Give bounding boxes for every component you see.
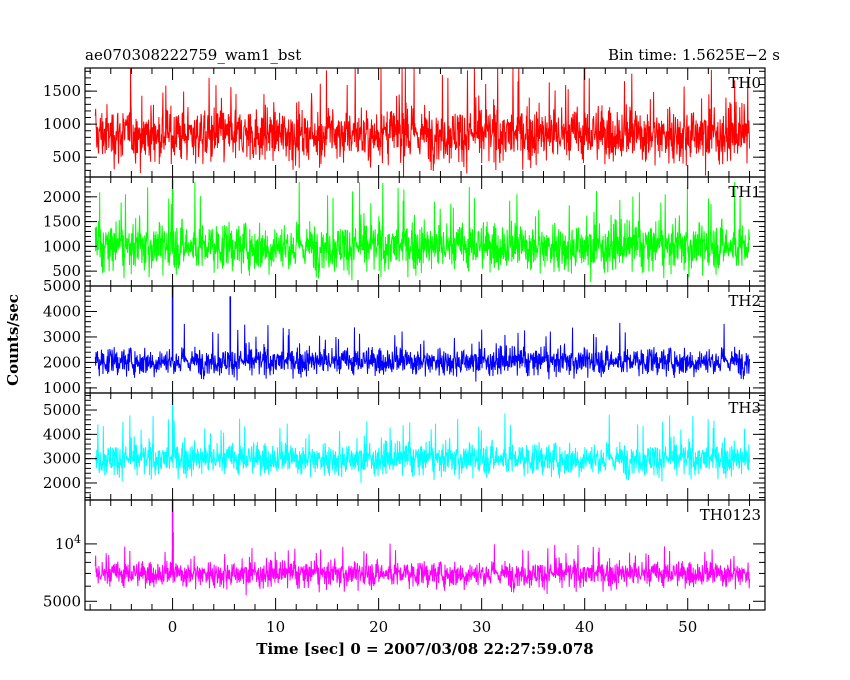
panel-frame [84,285,766,394]
panel-th0: 500 1000 1500 TH0 [43,67,766,178]
y-tick-label: 2000 [43,474,81,492]
y-tick-exponent: 4 [74,532,81,545]
y-tick-label: 4000 [43,425,81,443]
panel-label-th1: TH1 [728,183,761,201]
series-line-th3 [94,413,751,483]
series-line-th1 [94,181,751,283]
y-axis-label: Counts/sec [4,294,22,386]
y-tick-label: 3000 [43,328,81,346]
panel-label-th2: TH2 [728,292,761,310]
series-line-th0123 [94,543,751,596]
series-line-th2 [94,322,751,382]
panel-label-th0123: TH0123 [700,506,761,524]
y-tick-label: 500 [52,262,81,280]
x-tick-label: 0 [168,618,178,636]
y-tick-label: 3000 [43,450,81,468]
y-tick-label: 500 [52,148,81,166]
x-axis-label: Time [sec] 0 = 2007/03/08 22:27:59.078 [256,640,593,658]
panel-th0123: 5000 104 TH0123 [43,499,766,611]
panel-th3: 2000 3000 4000 5000 TH3 [43,392,766,501]
y-tick-label: 1000 [43,379,81,397]
y-tick-label: 1500 [43,82,81,100]
series-line-th0 [94,68,751,177]
y-tick-label: 1000 [43,115,81,133]
y-tick-label: 1000 [43,237,81,255]
x-tick-label: 50 [678,618,697,636]
panel-frame [84,499,766,611]
y-tick-label: 5000 [43,277,81,295]
chart-title-left: ae070308222759_wam1_bst [85,46,301,64]
y-tick-label: 1500 [43,213,81,231]
y-tick-label: 4000 [43,302,81,320]
panel-label-th0: TH0 [728,74,761,92]
x-tick-label: 20 [369,618,388,636]
y-tick-label: 104 [55,532,81,553]
x-tick-label: 30 [472,618,491,636]
y-tick-label: 5000 [43,592,81,610]
panel-th2: 1000 2000 3000 4000 5000 TH2 [43,277,766,397]
y-tick-label: 5000 [43,401,81,419]
y-tick-label: 2000 [43,188,81,206]
chart-title-right: Bin time: 1.5625E−2 s [608,46,780,64]
x-tick-label: 40 [575,618,594,636]
panel-label-th3: TH3 [728,399,761,417]
x-tick-label: 10 [266,618,285,636]
y-tick-label: 2000 [43,353,81,371]
panel-th1: 500 1000 1500 2000 TH1 [43,176,766,287]
